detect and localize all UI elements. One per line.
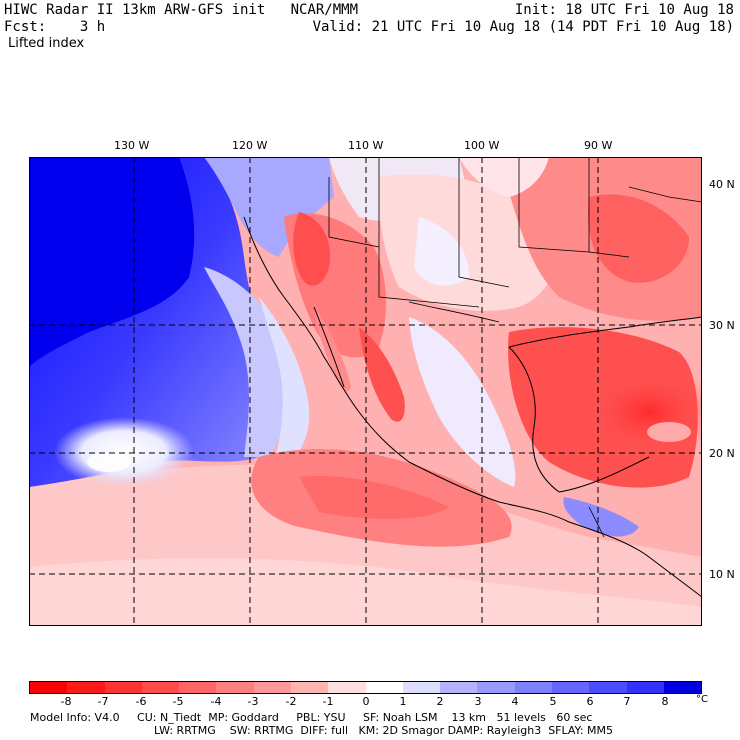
coastline-gulf: [508, 346, 650, 493]
lat-label-20n: 20 N: [709, 447, 735, 460]
init-time: Init: 18 UTC Fri 10 Aug 18: [514, 2, 734, 18]
lon-label-130w: 130 W: [114, 139, 150, 152]
lat-label-40n: 40 N: [709, 178, 735, 191]
cb-tick: -3: [247, 695, 259, 708]
lat-label-30n: 30 N: [709, 319, 735, 332]
cb-tick: -5: [172, 695, 184, 708]
swirl-eye: [87, 452, 131, 472]
baja-california: [314, 307, 351, 392]
cb-tick: 7: [623, 695, 631, 708]
lon-label-90w: 90 W: [584, 139, 613, 152]
cb-tick: -2: [285, 695, 297, 708]
cb-tick: -8: [60, 695, 72, 708]
colorbar-cell: [514, 682, 552, 693]
cb-tick: -1: [322, 695, 334, 708]
cloud-swirl: [54, 417, 194, 487]
colorbar-cell: [253, 682, 291, 693]
colorbar-unit: °C: [696, 694, 708, 705]
field-name: Lifted index: [8, 36, 85, 51]
colorbar-cell: [402, 682, 441, 693]
cb-tick: 5: [549, 695, 557, 708]
colorbar-cell: [67, 682, 105, 693]
valid-time: Valid: 21 UTC Fri 10 Aug 18 (14 PDT Fri …: [312, 19, 734, 35]
lon-label-110w: 110 W: [348, 139, 384, 152]
cb-tick: -7: [97, 695, 109, 708]
lon-label-120w: 120 W: [232, 139, 268, 152]
colorbar-cell: [589, 682, 627, 693]
map-frame: [29, 157, 702, 626]
midwest-hot-core: [588, 194, 689, 283]
cb-tick: 8: [661, 695, 669, 708]
deep-blue-core: [29, 157, 195, 367]
cb-tick: 0: [362, 695, 370, 708]
colorbar-cell: [216, 682, 254, 693]
pale-blue-coast: [259, 297, 310, 467]
coastline-us-gulf: [508, 316, 702, 348]
cb-tick: 6: [586, 695, 594, 708]
colorbar-cell: [290, 682, 329, 693]
cb-tick: 4: [511, 695, 519, 708]
pacific-northwest-stable: [204, 157, 334, 257]
colorbar-cell: [626, 682, 664, 693]
political-borders: [328, 157, 702, 538]
light-blue-offshore: [204, 267, 293, 457]
caribbean-hot: [647, 422, 691, 442]
colorbar-cell: [328, 682, 366, 693]
lon-label-100w: 100 W: [464, 139, 500, 152]
colorbar-cell: [663, 682, 702, 693]
colorbar-tick-labels: -8 -7 -6 -5 -4 -3 -2 -1 0 1 2 3 4 5 6 7 …: [29, 695, 702, 708]
model-info-line-1: Model Info: V4.0 CU: N_Tiedt MP: Goddard…: [30, 711, 593, 724]
colorbar-cell: [179, 682, 217, 693]
california-hot: [293, 212, 330, 286]
cb-tick: -4: [210, 695, 222, 708]
forecast-hour: Fcst: 3 h: [4, 19, 106, 35]
cb-tick: 1: [399, 695, 407, 708]
colorbar-cell: [365, 682, 403, 693]
cb-tick: 2: [436, 695, 444, 708]
colorbar-cell: [477, 682, 515, 693]
colorbar-cell: [551, 682, 590, 693]
lat-label-10n: 10 N: [709, 568, 735, 581]
colorbar-cell: [30, 682, 68, 693]
central-america-stable: [563, 497, 639, 537]
colorbar-cell: [104, 682, 142, 693]
coastline-central-america: [568, 521, 702, 598]
plot-title: HIWC Radar II 13km ARW-GFS init NCAR/MMM: [4, 2, 359, 18]
cb-tick: 3: [474, 695, 482, 708]
colorbar-cell: [141, 682, 180, 693]
plains-pale-patch: [414, 217, 469, 286]
cb-tick: -6: [135, 695, 147, 708]
coastline-baja: [313, 306, 345, 388]
colorbar: [29, 681, 702, 694]
coastline-west: [243, 216, 570, 523]
graticule: [29, 157, 702, 626]
lifted-index-map: [29, 157, 702, 626]
mexico-plateau-pale: [409, 317, 516, 487]
sierra-madre-hot: [359, 327, 405, 422]
model-info-line-2: LW: RRTMG SW: RRTMG DIFF: full KM: 2D Sm…: [154, 724, 614, 737]
colorbar-cell: [440, 682, 478, 693]
east-pacific-core: [299, 476, 449, 519]
